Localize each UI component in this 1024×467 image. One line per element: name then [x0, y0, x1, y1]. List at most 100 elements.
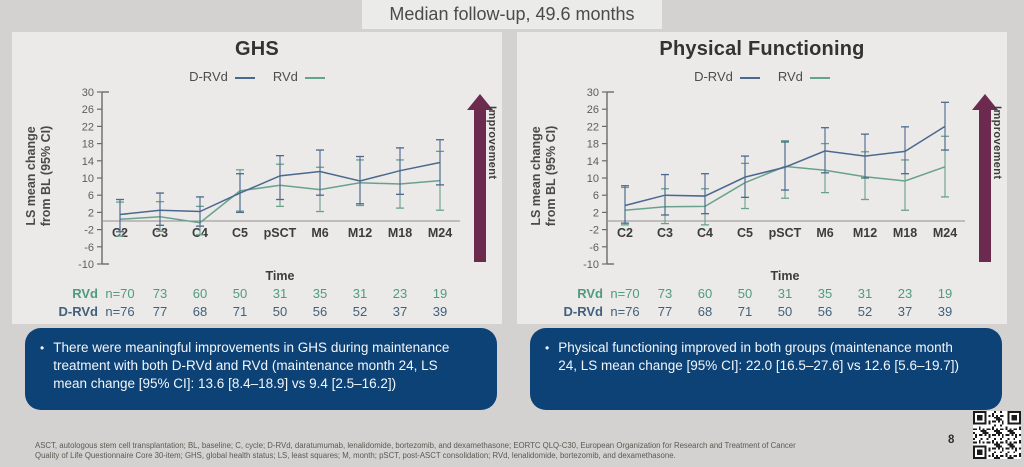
- at-risk-row-D-RVd: D-RVd n=76 77 68 71 50 56 52 37 39: [517, 304, 987, 321]
- at-risk-value: 68: [697, 304, 713, 319]
- at-risk-row-RVd: RVd n=70 73 60 50 31 35 31 23 19: [12, 286, 482, 303]
- at-risk-value: n=76: [105, 304, 135, 319]
- improvement-label: Improvement: [486, 106, 498, 180]
- axis-tick-label: -10: [583, 259, 599, 271]
- axis-tick-label: M12: [348, 226, 372, 240]
- at-risk-value: 73: [657, 286, 673, 301]
- improvement-arrow-head: [972, 94, 998, 110]
- axis-tick-label: 6: [88, 190, 94, 202]
- at-risk-value: 19: [432, 286, 448, 301]
- at-risk-value: 31: [857, 286, 873, 301]
- x-axis-title: Time: [770, 269, 800, 283]
- at-risk-row-label: D-RVd: [563, 304, 603, 319]
- axis-tick-label: -10: [78, 259, 94, 271]
- series-line-D-RVd: [119, 161, 441, 216]
- at-risk-value: 35: [817, 286, 833, 301]
- axis-tick-label: M18: [893, 226, 917, 240]
- physical-functioning-line-chart: 30 26 22 18 14 10 6 2 -2 -6 -10 C2 C3 C4 C5 pSCT M6 M12 M1…: [583, 87, 965, 271]
- at-risk-value: 71: [737, 304, 753, 319]
- at-risk-value: 50: [737, 286, 753, 301]
- at-risk-value: n=76: [610, 304, 640, 319]
- legend-item-D-RVd: D-RVd: [189, 69, 255, 84]
- axis-tick-label: 6: [593, 190, 599, 202]
- callout-ghs: • There were meaningful improvements in …: [25, 328, 497, 410]
- at-risk-value: 37: [392, 304, 408, 319]
- at-risk-value: 35: [312, 286, 328, 301]
- axis-tick-label: 18: [587, 139, 599, 151]
- improvement-arrow-head: [467, 94, 493, 110]
- at-risk-value: 39: [937, 304, 953, 319]
- axis-tick-label: M6: [311, 226, 328, 240]
- at-risk-value: 71: [232, 304, 248, 319]
- legend-label: RVd: [272, 69, 298, 84]
- axis-tick-label: 22: [82, 121, 94, 133]
- at-risk-row-label: D-RVd: [58, 304, 98, 319]
- legend-label: D-RVd: [694, 69, 733, 84]
- at-risk-row-D-RVd: D-RVd n=76 77 68 71 50 56 52 37 39: [12, 304, 482, 321]
- improvement-arrow-bar: [474, 110, 486, 262]
- legend-line-swatch: [809, 76, 830, 79]
- at-risk-value: 77: [657, 304, 673, 319]
- axis-tick-label: 30: [587, 87, 599, 99]
- y-axis-label: LS mean change from BL (95% CI): [529, 91, 561, 261]
- y-axis-label-text: LS mean change from BL (95% CI): [24, 125, 53, 227]
- axis-tick-label: -2: [589, 225, 599, 237]
- legend-line-swatch: [304, 76, 325, 79]
- header-text: Median follow-up, 49.6 months: [389, 4, 635, 24]
- axis-tick-label: M24: [933, 226, 957, 240]
- at-risk-value: 60: [192, 286, 208, 301]
- at-risk-value: 37: [897, 304, 913, 319]
- qr-code: [973, 411, 1021, 459]
- at-risk-value: 56: [312, 304, 328, 319]
- axis-tick-label: 2: [593, 207, 599, 219]
- footnote: ASCT, autologous stem cell transplantati…: [35, 441, 935, 460]
- at-risk-value: n=70: [610, 286, 640, 301]
- patients-at-risk-table: RVd n=70 73 60 50 31 35 31 23 19 D-RVd n=76 77 68 71 50…: [517, 286, 987, 324]
- axis-tick-label: -6: [589, 242, 599, 254]
- chart-panel-physical-functioning: Physical Functioning D-RVd RVd LS mean ch…: [517, 32, 1007, 324]
- improvement-arrow-bar: [979, 110, 991, 262]
- axis-tick-label: C2: [617, 226, 633, 240]
- axis-tick-label: C5: [232, 226, 248, 240]
- header-banner: Median follow-up, 49.6 months: [362, 0, 662, 29]
- at-risk-value: 52: [857, 304, 873, 319]
- y-axis-label-text: LS mean change from BL (95% CI): [529, 125, 558, 227]
- at-risk-value: 50: [232, 286, 248, 301]
- series-D-RVd: [621, 101, 949, 224]
- chart-title: GHS: [235, 38, 279, 60]
- axis-tick-label: M24: [428, 226, 452, 240]
- axis-tick-label: pSCT: [769, 226, 802, 240]
- at-risk-value: 52: [352, 304, 368, 319]
- axis-tick-label: M12: [853, 226, 877, 240]
- axis-tick-label: 26: [587, 104, 599, 116]
- improvement-label: Improvement: [991, 106, 1003, 180]
- series-D-RVd: [116, 139, 444, 233]
- axis-tick-label: -6: [84, 242, 94, 254]
- chart-legend: D-RVd RVd: [517, 69, 1007, 84]
- at-risk-value: 23: [392, 286, 408, 301]
- callout-physical-functioning: • Physical functioning improved in both …: [530, 328, 1002, 410]
- axis-tick-label: 26: [82, 104, 94, 116]
- axis-tick-label: 2: [88, 207, 94, 219]
- axis-tick-label: 10: [587, 173, 599, 185]
- legend-item-RVd: RVd: [778, 69, 830, 84]
- chart-panel-ghs: GHS D-RVd RVd LS mean change from BL (95%…: [12, 32, 502, 324]
- at-risk-value: 68: [192, 304, 208, 319]
- x-axis-title: Time: [265, 269, 295, 283]
- at-risk-value: 56: [817, 304, 833, 319]
- axis-tick-label: -2: [84, 225, 94, 237]
- axis-tick-label: 14: [82, 156, 94, 168]
- chart-legend: D-RVd RVd: [12, 69, 502, 84]
- axis-tick-label: C5: [737, 226, 753, 240]
- bullet-marker: •: [545, 341, 550, 355]
- axis-tick-label: C4: [697, 226, 713, 240]
- at-risk-value: 19: [937, 286, 953, 301]
- axis-tick-label: 18: [82, 139, 94, 151]
- patients-at-risk-table: RVd n=70 73 60 50 31 35 31 23 19 D-RVd n=76 77 68 71 50…: [12, 286, 482, 324]
- axis-tick-label: 14: [587, 156, 599, 168]
- page-number: 8: [948, 434, 955, 446]
- axis-tick-label: M6: [816, 226, 833, 240]
- at-risk-row-label: RVd: [72, 286, 98, 301]
